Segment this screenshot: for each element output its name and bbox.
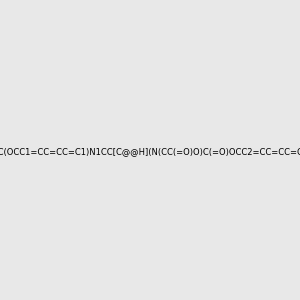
Text: O=C(OCC1=CC=CC=C1)N1CC[C@@H](N(CC(=O)O)C(=O)OCC2=CC=CC=C2)C1: O=C(OCC1=CC=CC=C1)N1CC[C@@H](N(CC(=O)O)C… [0,147,300,156]
